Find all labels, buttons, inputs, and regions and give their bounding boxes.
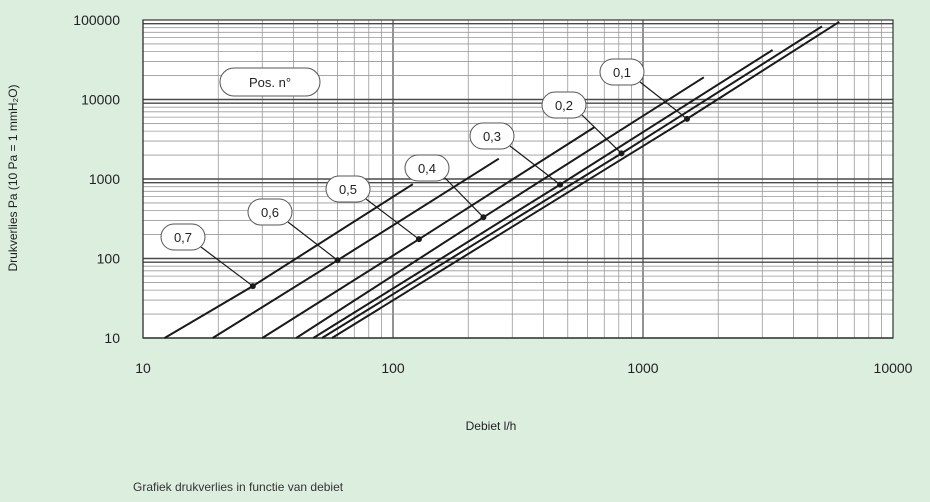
y-tick-label: 100000 xyxy=(73,12,120,28)
callout-leader xyxy=(581,114,622,154)
y-tick-label: 100 xyxy=(97,251,121,267)
legend-title-box xyxy=(219,67,321,97)
x-tick-label: 10 xyxy=(135,360,151,376)
callout-leader xyxy=(444,177,484,218)
x-tick-label: 100 xyxy=(381,360,405,376)
series-label-box xyxy=(599,58,645,86)
highlight-point xyxy=(557,181,564,188)
callout-leader xyxy=(509,145,561,186)
series-label-box xyxy=(160,223,206,251)
highlight-point xyxy=(415,236,422,243)
legend-title: Pos. n° xyxy=(249,75,291,90)
plot-frame xyxy=(142,19,894,339)
highlight-points xyxy=(249,115,691,290)
x-tick-label: 1000 xyxy=(627,360,658,376)
chart-caption: Grafiek drukverlies in functie van debie… xyxy=(133,480,344,494)
highlight-point xyxy=(249,283,256,290)
series-label-box xyxy=(247,198,293,226)
callout-leader xyxy=(287,221,338,261)
callout-leader xyxy=(639,81,688,120)
series-label: 0,1 xyxy=(613,65,631,80)
legend: Pos. n° xyxy=(219,67,321,97)
y-tick-label: 10000 xyxy=(81,92,120,108)
series-label: 0,2 xyxy=(555,98,573,113)
y-tick-label: 10 xyxy=(104,330,120,346)
x-tick-label: 10000 xyxy=(874,360,913,376)
tick-labels: 10 100 1000 10000 10 100 1000 10000 100000 xyxy=(73,12,912,376)
series-label: 0,7 xyxy=(174,230,192,245)
y-tick-label: 1000 xyxy=(89,171,120,187)
grid xyxy=(142,19,894,339)
y-axis-label: Drukverlies Pa (10 Pa = 1 mmH₂O) xyxy=(6,84,20,271)
series-label: 0,3 xyxy=(483,129,501,144)
callout-leader xyxy=(200,246,254,287)
highlight-point xyxy=(684,115,691,122)
series-label-box xyxy=(541,91,587,119)
series-label-box xyxy=(469,122,515,150)
series-label: 0,4 xyxy=(418,161,436,176)
series-label: 0,6 xyxy=(261,205,279,220)
series-label-box xyxy=(325,175,371,203)
series-label: 0,5 xyxy=(339,182,357,197)
x-axis-label: Debiet l/h xyxy=(466,419,517,433)
highlight-point xyxy=(480,214,487,221)
series-callouts: 0,7 0,6 0,5 0,4 0,3 0,2 0,1 xyxy=(160,58,688,287)
highlight-point xyxy=(618,150,625,157)
callout-leader xyxy=(365,198,420,240)
series-label-box xyxy=(404,154,450,182)
highlight-point xyxy=(334,257,341,264)
